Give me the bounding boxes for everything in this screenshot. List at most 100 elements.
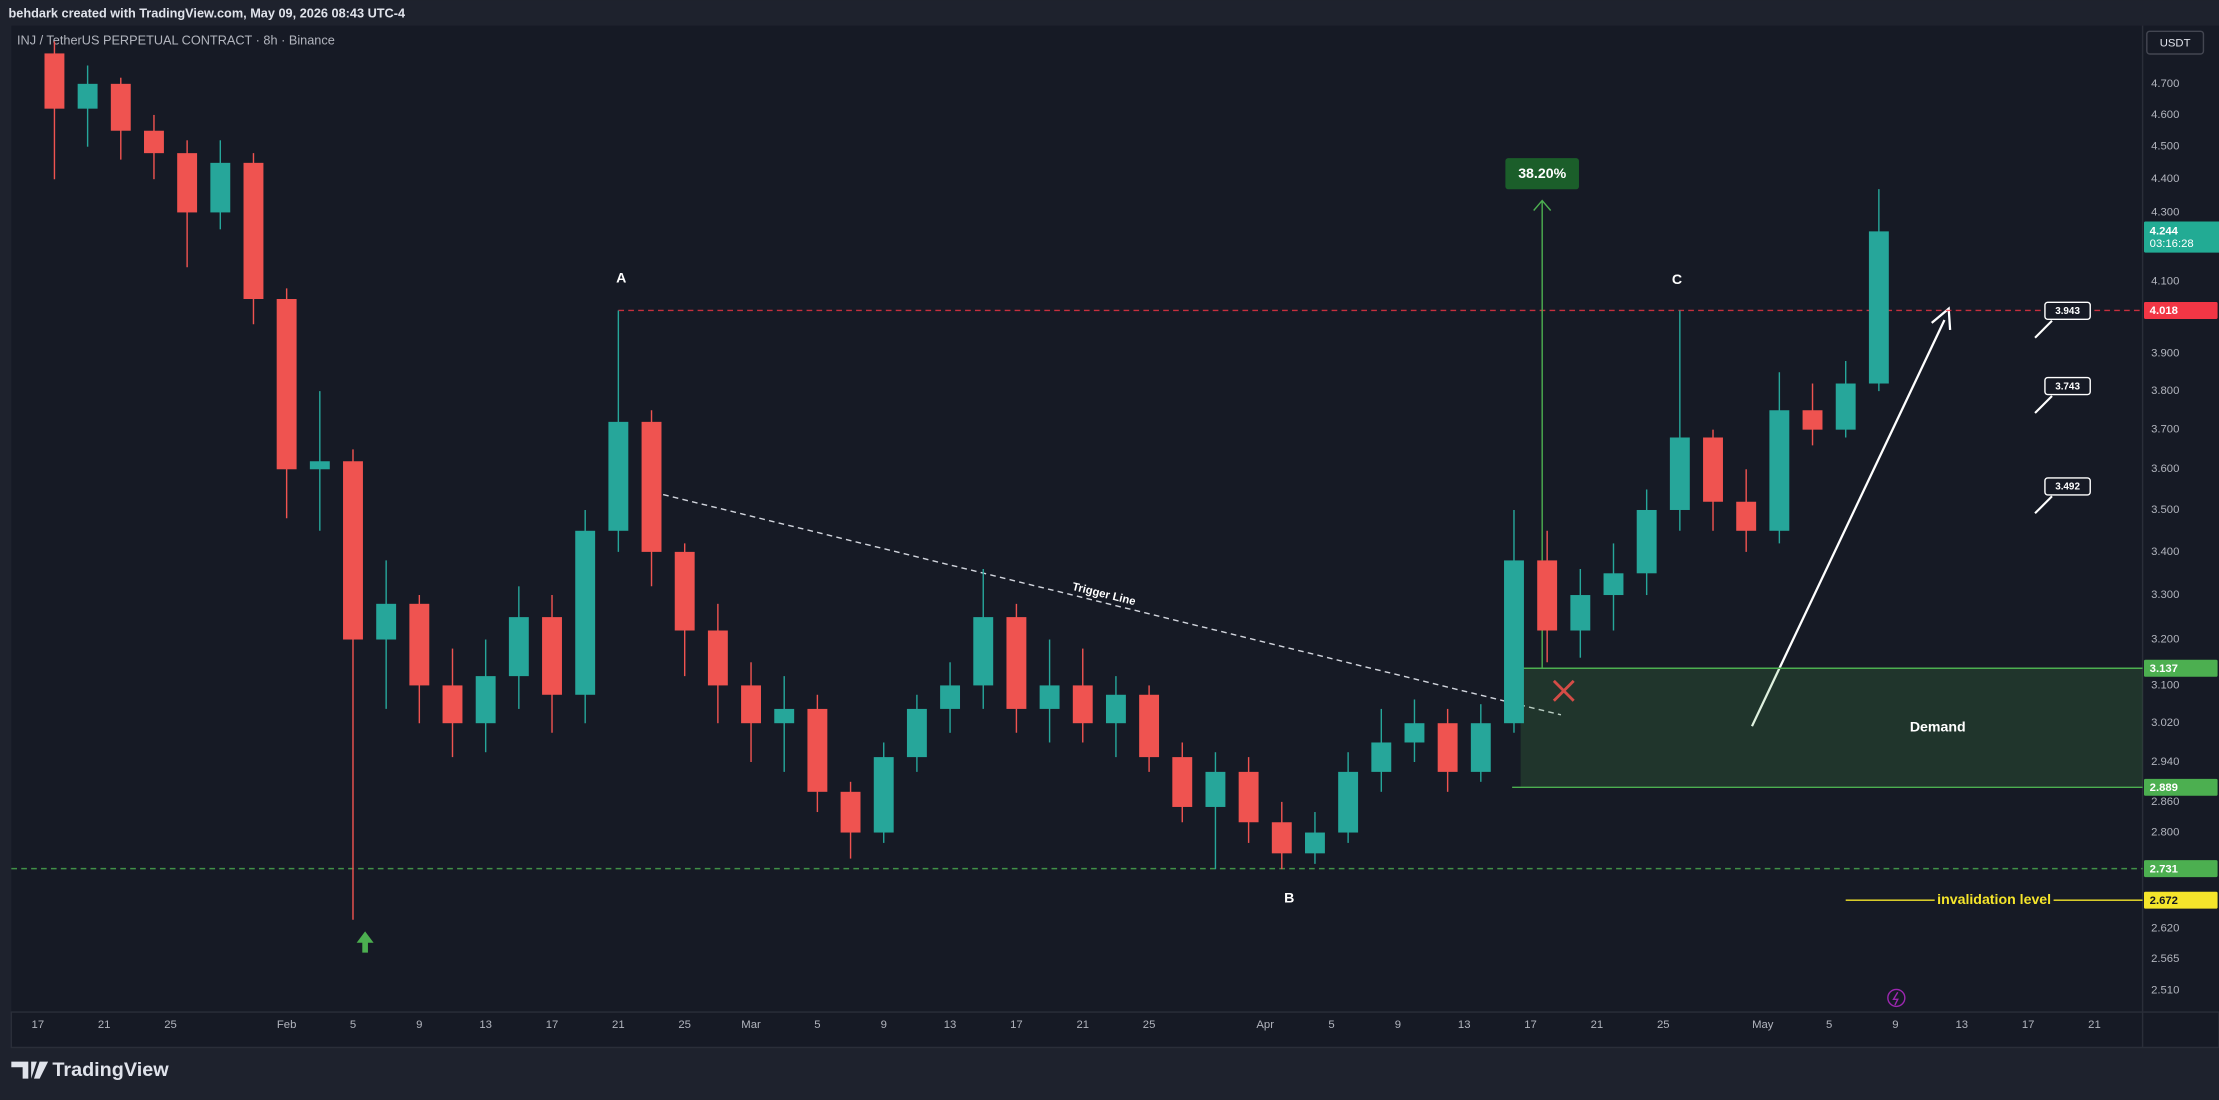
countdown: 03:16:28 <box>2150 238 2194 250</box>
y-tick-label: 2.940 <box>2151 756 2179 768</box>
candle-body <box>1338 771 1359 833</box>
candle-body <box>442 685 463 724</box>
x-tick-label: 9 <box>881 1019 887 1031</box>
candle-body <box>906 708 927 758</box>
time-axis <box>10 1011 2219 1049</box>
candle-body <box>1504 560 1524 724</box>
candle-body <box>1537 560 1558 631</box>
candle-body <box>1039 685 1060 709</box>
candle-body <box>641 421 662 552</box>
candle-body <box>44 53 65 109</box>
projection-arrow <box>1750 319 1946 727</box>
x-tick-label: May <box>1752 1019 1774 1031</box>
target-pointer <box>2034 319 2053 339</box>
y-tick-label: 4.400 <box>2151 173 2179 185</box>
x-tick-label: 25 <box>1143 1019 1156 1031</box>
y-tick-label: 4.100 <box>2151 275 2179 287</box>
y-tick-label: 3.800 <box>2151 385 2179 397</box>
candle-body <box>376 603 397 640</box>
candle-body <box>1669 437 1690 510</box>
measure-arrow-head <box>1533 199 1552 211</box>
candle-body <box>1404 723 1425 743</box>
x-tick-label: 25 <box>164 1019 177 1031</box>
x-tick-label: Mar <box>741 1019 761 1031</box>
x-tick-label: 17 <box>1524 1019 1537 1031</box>
candle-body <box>1271 822 1292 854</box>
last-price-bg <box>2143 221 2219 253</box>
x-tick-label: 17 <box>2022 1019 2035 1031</box>
header: behdark created with TradingView.com, Ma… <box>8 6 405 21</box>
invalidation-label: invalidation level <box>1937 891 2051 907</box>
x-tick-label: 21 <box>612 1019 625 1031</box>
x-tick-label: 5 <box>1826 1019 1832 1031</box>
plot-area <box>11 25 2143 1013</box>
y-tick-label: 3.700 <box>2151 424 2179 436</box>
y-tick-label: 2.860 <box>2151 796 2179 808</box>
candle-body <box>873 757 894 833</box>
x-tick-label: Feb <box>277 1019 297 1031</box>
candle-body <box>1205 771 1226 807</box>
candle-body <box>1172 757 1193 807</box>
price-axis-label: 2.731 <box>2150 863 2178 875</box>
x-tick-label: 21 <box>2088 1019 2101 1031</box>
x-tick-label: 13 <box>1955 1019 1968 1031</box>
x-tick-label: 5 <box>814 1019 820 1031</box>
y-tick-label: 3.020 <box>2151 717 2179 729</box>
y-tick-label: 3.200 <box>2151 634 2179 646</box>
candle-body <box>1371 742 1392 772</box>
brand: TradingView <box>52 1059 169 1081</box>
y-tick-label: 3.400 <box>2151 546 2179 558</box>
demand-zone <box>1520 668 2143 788</box>
candle-body <box>309 461 330 470</box>
event-icon[interactable] <box>1887 988 1906 1008</box>
x-tick-label: 17 <box>32 1019 45 1031</box>
candle-body <box>110 83 131 131</box>
candle-body <box>210 162 231 213</box>
candle-body <box>807 708 828 792</box>
candle-body <box>243 162 264 300</box>
currency[interactable]: USDT <box>2160 37 2191 49</box>
point-label: B <box>1284 890 1294 906</box>
x-tick-label: 9 <box>1395 1019 1401 1031</box>
brand-logo <box>11 1061 49 1079</box>
candle-body <box>1736 501 1757 531</box>
candle-body <box>1105 694 1126 724</box>
y-tick-label: 3.600 <box>2151 463 2179 475</box>
event-icon-bolt <box>1892 991 1899 1006</box>
candle-body <box>608 421 629 531</box>
candle-body <box>575 530 596 695</box>
target-label: 3.943 <box>2055 306 2080 317</box>
candle-body <box>542 617 562 695</box>
candle-body <box>1006 617 1027 709</box>
cross-marker <box>1552 679 1575 702</box>
x-tick-label: 21 <box>98 1019 111 1031</box>
candle-body <box>774 708 795 724</box>
x-tick-label: 17 <box>546 1019 559 1031</box>
target-box <box>2044 376 2091 396</box>
x-tick-label: 25 <box>678 1019 691 1031</box>
y-tick-label: 4.600 <box>2151 109 2179 121</box>
candle-body <box>1703 437 1723 502</box>
y-tick-label: 3.300 <box>2151 589 2179 601</box>
price-axis-label: 2.672 <box>2150 895 2178 907</box>
x-tick-label: 13 <box>944 1019 957 1031</box>
price-axis-label: 3.137 <box>2150 663 2178 675</box>
target-pointer <box>2034 395 2053 414</box>
candle-body <box>1570 595 1591 631</box>
x-tick-label: 21 <box>1076 1019 1089 1031</box>
target-label: 3.743 <box>2055 381 2080 392</box>
candle-body <box>1139 694 1160 758</box>
currency-box[interactable] <box>2146 30 2205 55</box>
price-axis-label-bg <box>2143 860 2218 878</box>
candle-body <box>1603 573 1624 596</box>
x-tick-label: 17 <box>1010 1019 1023 1031</box>
target-box <box>2044 477 2091 496</box>
y-tick-label: 4.500 <box>2151 141 2179 153</box>
candle-body <box>144 130 164 154</box>
price-axis-label-bg <box>2143 301 2218 319</box>
point-label: A <box>616 270 626 286</box>
candle-body <box>1437 723 1458 772</box>
price-axis <box>2142 25 2219 1013</box>
target-label: 3.492 <box>2055 482 2080 493</box>
